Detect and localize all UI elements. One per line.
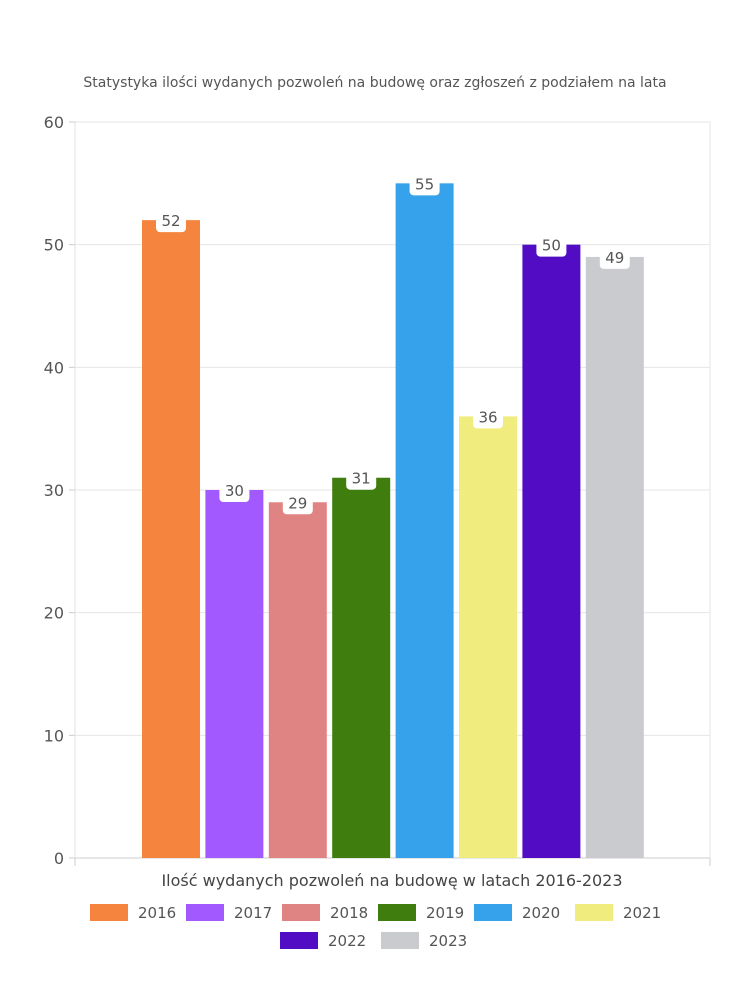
x-axis-label: Ilość wydanych pozwoleń na budowę w lata… [161, 871, 622, 890]
chart-title: Statystyka ilości wydanych pozwoleń na b… [83, 75, 666, 91]
legend-label-2021: 2021 [623, 904, 661, 922]
data-label-2019: 31 [352, 470, 371, 488]
legend-swatch-2022 [280, 932, 318, 949]
legend-label-2019: 2019 [426, 904, 464, 922]
y-tick-label: 10 [44, 726, 64, 745]
bar-2022 [522, 244, 581, 858]
data-label-2018: 29 [288, 494, 307, 512]
y-axis-tick-labels: 0 10 20 30 40 50 60 [44, 113, 64, 868]
legend-label-2023: 2023 [429, 932, 467, 950]
y-tick-label: 20 [44, 604, 64, 623]
y-tick-label: 40 [44, 358, 64, 377]
legend-label-2018: 2018 [330, 904, 368, 922]
y-tick-label: 60 [44, 113, 64, 132]
data-label-2023: 49 [605, 249, 624, 267]
bar-2023 [585, 256, 644, 858]
legend-swatch-2016 [90, 904, 128, 921]
data-label-box [156, 210, 186, 233]
bar-2017 [205, 490, 264, 858]
legend-label-2022: 2022 [328, 932, 366, 950]
data-label-box [219, 480, 250, 502]
data-label-2017: 30 [225, 482, 244, 500]
legend-swatch-2018 [282, 904, 320, 921]
bar-2021 [459, 416, 517, 858]
data-label-box [599, 246, 630, 269]
data-label-box [536, 234, 567, 257]
bars [142, 183, 644, 859]
data-label-2021: 36 [478, 408, 497, 426]
data-label-2022: 50 [542, 237, 561, 255]
y-tick-label: 30 [44, 481, 64, 500]
data-label-box [473, 406, 503, 429]
bar-2016 [142, 220, 200, 859]
legend-swatch-2019 [378, 904, 416, 921]
legend-label-2017: 2017 [234, 904, 272, 922]
y-tick-label: 0 [54, 849, 64, 868]
bar-2020 [395, 183, 454, 859]
legend-swatch-2023 [381, 932, 419, 949]
legend-swatch-2017 [186, 904, 224, 921]
data-label-2020: 55 [415, 175, 434, 193]
data-label-box [282, 492, 313, 515]
data-label-box [409, 173, 440, 196]
legend-swatch-2021 [575, 904, 613, 921]
legend-label-2020: 2020 [522, 904, 560, 922]
bar-2018 [268, 502, 327, 858]
legend-swatch-2020 [474, 904, 512, 921]
data-labels: 52 30 29 31 55 36 50 49 [156, 173, 630, 515]
bar-2019 [332, 477, 391, 858]
legend-label-2016: 2016 [138, 904, 176, 922]
data-label-2016: 52 [161, 212, 180, 230]
legend: 2016 2017 2018 2019 2020 2021 2022 2023 [90, 904, 661, 950]
data-label-box [346, 467, 377, 490]
y-tick-label: 50 [44, 236, 64, 255]
